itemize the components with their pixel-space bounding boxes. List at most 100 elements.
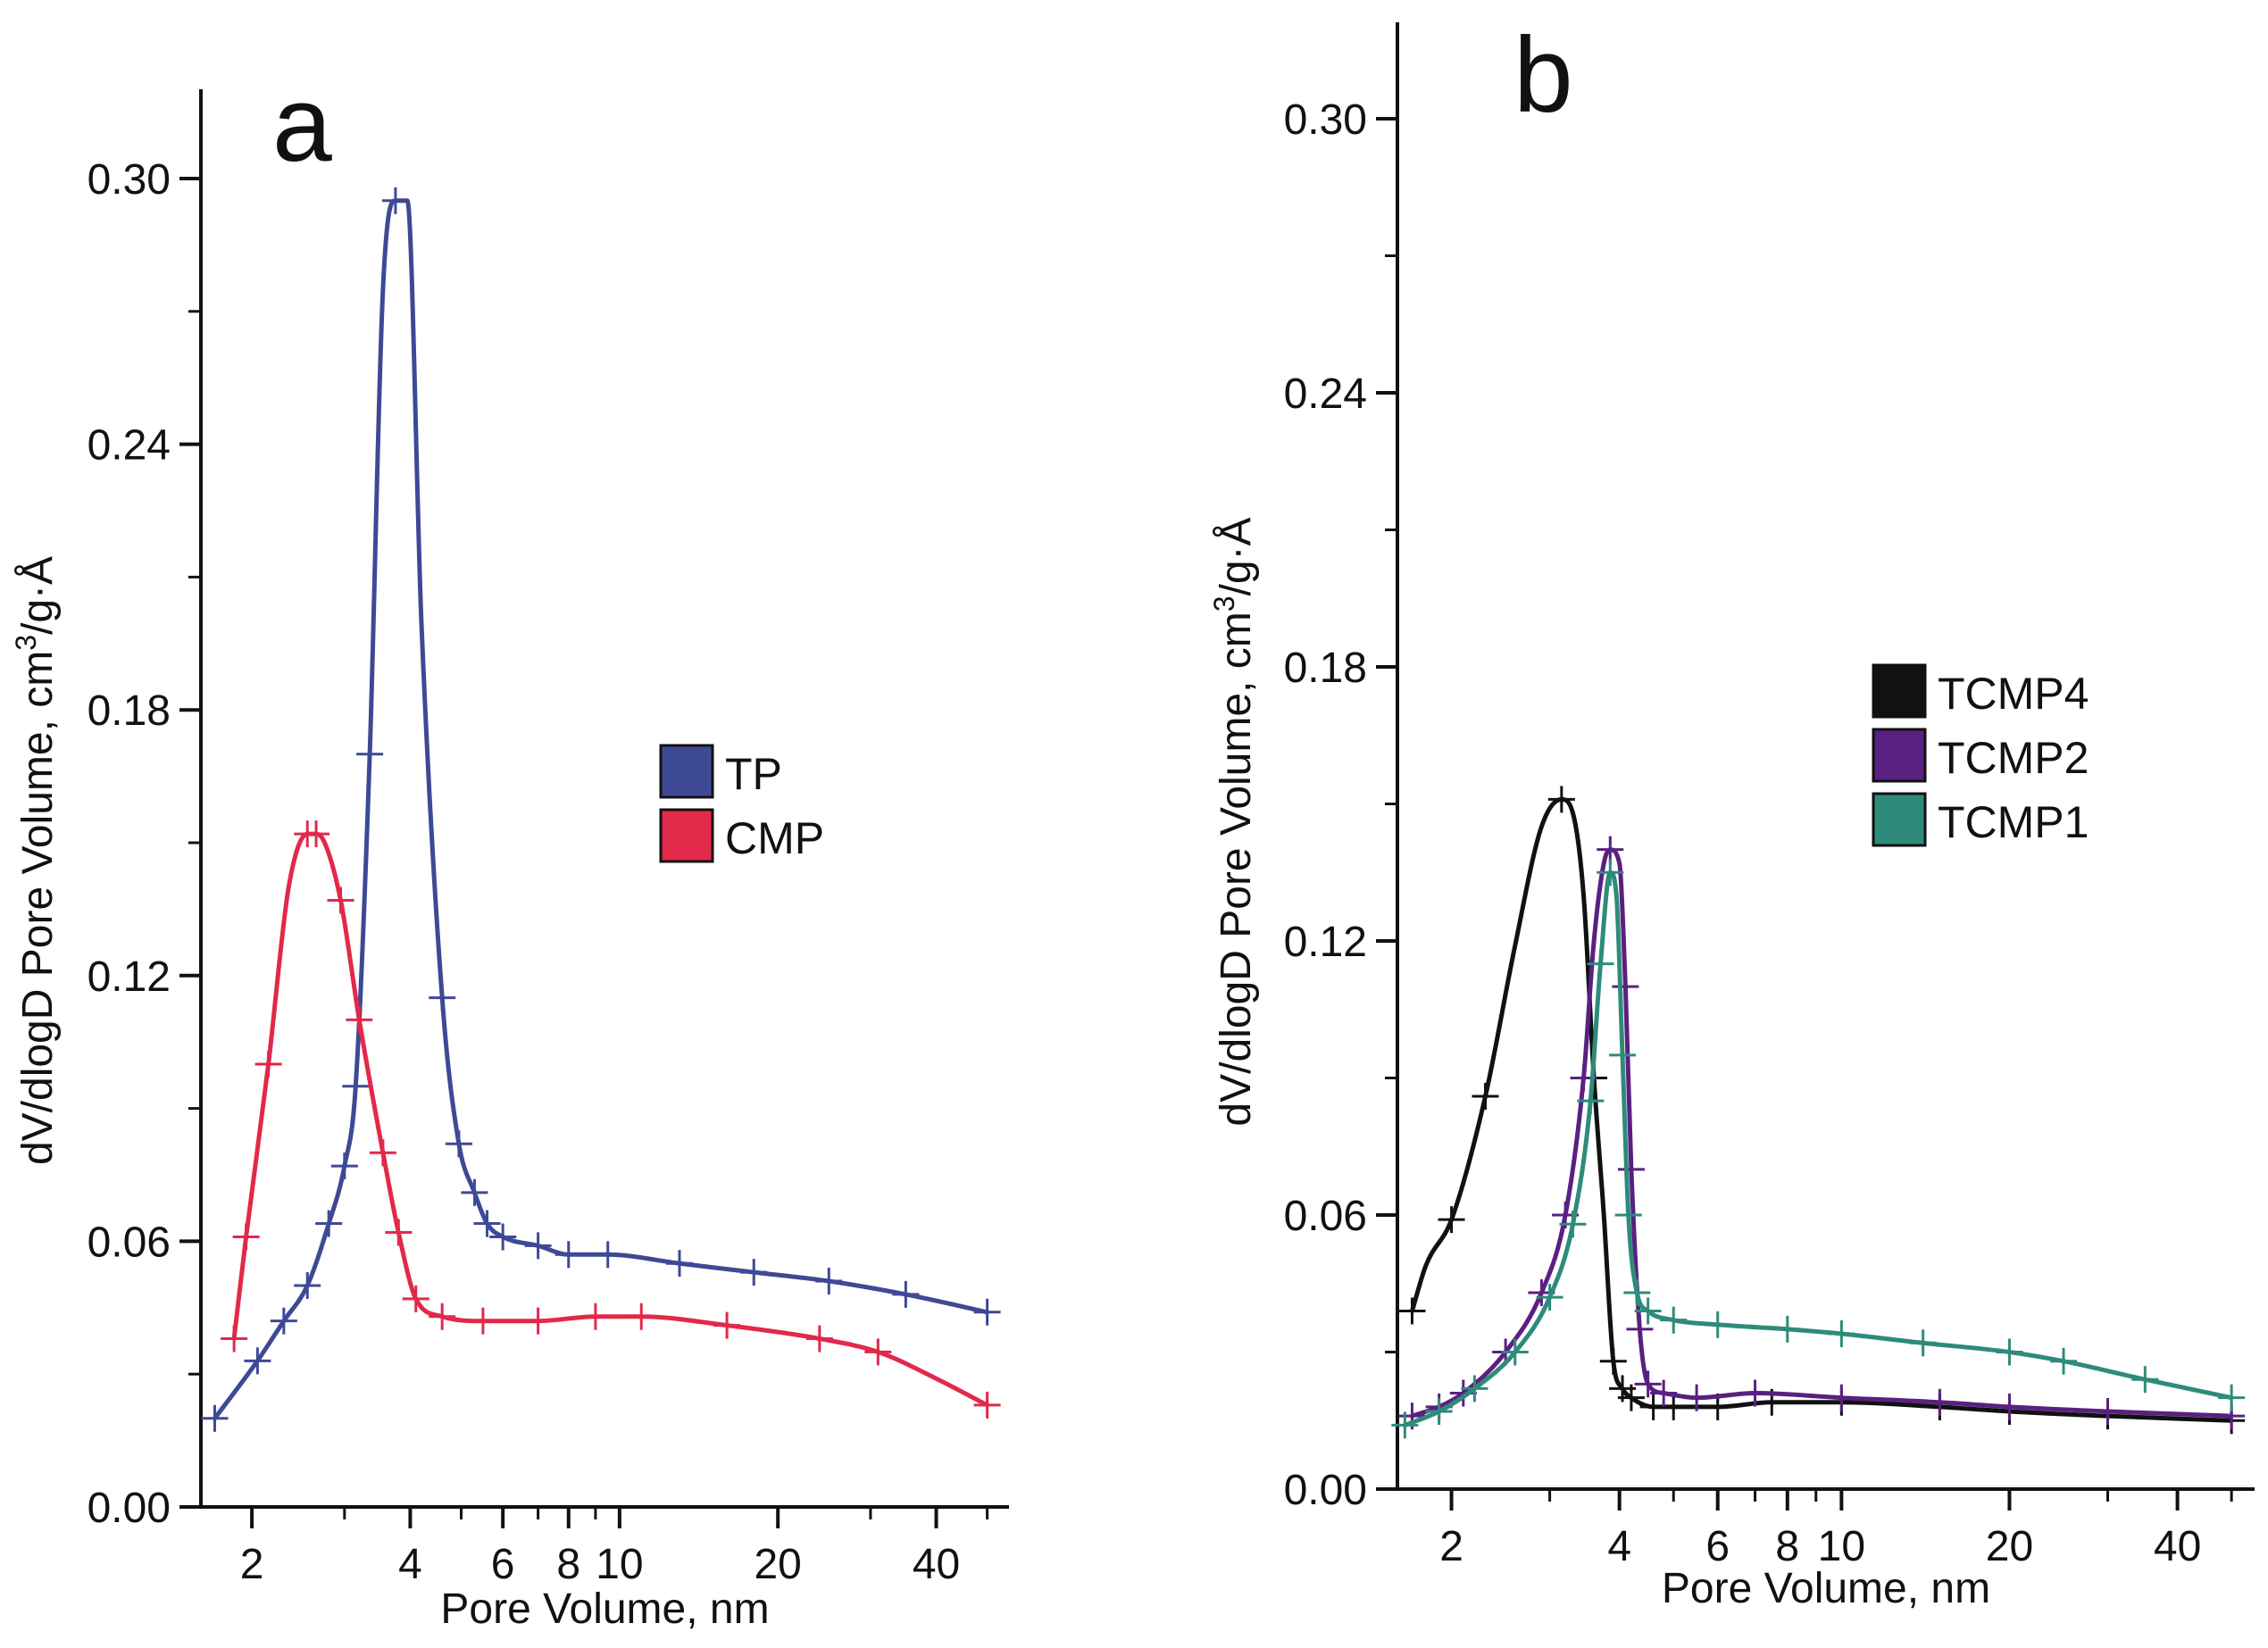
panel-a-series-cmp-point [369,1139,396,1167]
panel-a-legend-swatch-cmp [659,808,714,863]
panel-a-series-tp-point [294,1272,321,1299]
panel-a-series-tp-point [973,1298,1001,1326]
panel-b-series-tcmp1-point [1577,1087,1605,1115]
panel-a-series-tp-point [594,1241,621,1269]
panel-a-series-cmp-point [303,820,330,848]
panel-a-y-tick-label: 0.06 [88,1219,171,1266]
panel-a-series-cmp-point [581,1303,609,1330]
panel-b-series-tcmp1-point [1623,1278,1651,1306]
panel-b-series-tcmp1-point [1425,1398,1453,1426]
panel-a-series-tp [201,187,1001,1432]
panel-b-series-tcmp1-point [1909,1329,1937,1357]
panel-a-x-tick-label: 4 [398,1541,422,1588]
panel-b-legend-label-tcmp2: TCMP2 [1938,733,2089,783]
panel-a-series-tp-point [429,984,456,1011]
panel-a-series-cmp [221,820,1001,1419]
panel-b-series-tcmp1-point [1996,1338,2023,1366]
panel-a-series-tp-point [665,1250,693,1278]
panel-a-series-cmp-point [232,1223,260,1251]
panel-a-series-tp-point [445,1130,472,1158]
panel-b-series-tcmp1-point [2218,1384,2246,1411]
panel-b-series-tcmp1-point [1828,1320,1855,1348]
panel-b-y-tick-label: 0.24 [1284,370,1367,418]
panel-a-series-tp-point [489,1223,517,1251]
panel-b-x-tick-label: 40 [2154,1523,2201,1570]
panel-b-series-tcmp2-point [1597,836,1624,863]
panel-b-series-tcmp2-point [1449,1379,1477,1407]
panel-b-series-tcmp1-point [1597,859,1624,886]
panel-a-y-tick-label: 0.00 [88,1485,171,1532]
panel-b-series-tcmp4-line [1410,796,2234,1423]
panel-b-legend-swatch-tcmp2 [1872,728,1927,783]
panel-b-series-tcmp4-point [1547,786,1575,813]
panel-b-y-tick-label: 0.12 [1284,919,1367,966]
panel-b-series-tcmp4-point [1438,1206,1465,1234]
panel-b-series-tcmp1-point [1559,1211,1587,1238]
panel-a-series-tp-point [315,1210,343,1237]
panel-b-legend-label-tcmp1: TCMP1 [1938,797,2089,847]
panel-a-series-cmp-point [469,1307,496,1335]
panel-a-y-tick-label: 0.30 [88,156,171,204]
panel-a-y-tick-label: 0.24 [88,422,171,470]
panel-a-x-tick-label: 8 [556,1541,580,1588]
panel-b-legend-label-tcmp4: TCMP4 [1938,669,2089,719]
panel-a-x-axis-title: Pore Volume, nm [440,1586,769,1633]
panel-b-series-tcmp2-point [2094,1398,2122,1426]
panel-a-x-tick-label: 20 [754,1541,801,1588]
panel-a-series-cmp-point [429,1303,456,1330]
panel-b-x-tick-label: 6 [1705,1523,1730,1570]
panel-b-series-tcmp2-point [1634,1370,1662,1398]
panel-a-series-tp-point [473,1210,501,1237]
panel-b-series-tcmp1-point [1704,1311,1731,1338]
panel-a-series-cmp-point [713,1311,741,1339]
panel-b-series-tcmp1-point [1614,1202,1642,1228]
panel-a-series-tp-point [330,1153,358,1180]
panel-b-series-tcmp2-point [1996,1393,2023,1420]
panel-a-series-tp-point [892,1280,920,1308]
panel-b-y-axis-title: dV/dlogD Pore Volume, cm3/g·Å [1208,517,1260,1126]
panel-b-y-tick-label: 0.18 [1284,645,1367,692]
panel-b-series-tcmp2-point [1683,1384,1711,1411]
panel-a-series-tp-point [381,187,409,214]
panel-b-legend: TCMP4 TCMP2 TCMP1 [1872,663,2089,847]
panel-b-series-tcmp1-point [1660,1306,1688,1334]
panel-b-x-tick-label: 10 [1818,1523,1865,1570]
panel-b-x-tick-label: 20 [1986,1523,2033,1570]
panel-a-legend-label-cmp: CMP [725,813,824,863]
panel-b-x-tick-label: 2 [1439,1523,1463,1570]
panel-b-series-tcmp2-point [1828,1384,1855,1411]
panel-a-y-tick-label: 0.12 [88,953,171,1001]
panel-a-y-tick-label: 0.18 [88,687,171,735]
panel-b-series-tcmp1-point [1501,1338,1529,1366]
panel-b-series-tcmp2-point [1626,1315,1654,1343]
panel-b-series-tcmp1-point [1536,1284,1563,1311]
panel-a-x-tick-label: 40 [913,1541,960,1588]
panel-b-series-tcmp1-line [1402,870,2234,1427]
panel-b-series-tcmp4-point [1472,1082,1499,1110]
panel-a-legend-label-tp: TP [725,749,782,799]
panel-b-series-tcmp2-point [1612,973,1639,1001]
panel-b-legend-swatch-tcmp1 [1872,792,1927,847]
panel-b-x-axis-title: Pore Volume, nm [1662,1565,1990,1612]
panel-b-y-tick-label: 0.00 [1284,1467,1367,1514]
panel-b-x-tick-label: 4 [1607,1523,1631,1570]
panel-b-letter: b [1513,15,1573,135]
panel-b-series-tcmp1-point [1609,1041,1637,1069]
panel-a-series-cmp-point [864,1338,892,1366]
panel-a-series-tp-point [461,1178,488,1206]
panel-b-series-tcmp1-point [2050,1347,2078,1375]
panel-a-letter: a [272,64,332,184]
panel-b-legend-swatch-tcmp4 [1872,663,1927,719]
panel-a-series-tp-point [554,1241,582,1269]
panel-a-legend: TP CMP [659,744,824,863]
panel-b-series-tcmp1-point [1461,1375,1488,1402]
panel-b-series-tcmp1-point [1773,1315,1801,1343]
panel-b: b 0.00 0.06 0.12 0.18 0.24 0.30 2 4 6 8 10 20 40 Pore… [1208,15,2255,1612]
panel-a-series-tp-point [815,1268,843,1295]
panel-a-series-tp-point [356,740,384,768]
panel-a-series-tp-line [213,198,990,1421]
panel-a-series-cmp-point [524,1307,552,1335]
panel-b-series-tcmp2-point [1926,1388,1954,1416]
panel-a-legend-swatch-tp [659,744,714,799]
